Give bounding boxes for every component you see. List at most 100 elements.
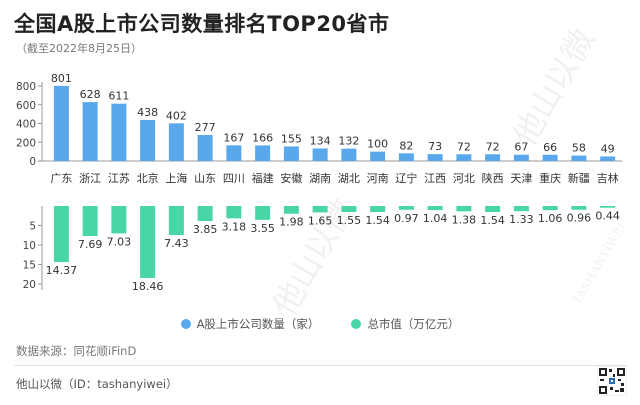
data-label-market-cap: 7.03 [107, 235, 132, 248]
data-label-company-count: 67 [514, 141, 528, 154]
bar-company-count [82, 102, 98, 161]
data-label-company-count: 58 [572, 142, 586, 155]
x-category-label: 吉林 [597, 171, 619, 185]
data-label-market-cap: 1.06 [538, 212, 563, 225]
legend-label-count: A股上市公司数量（家） [196, 317, 320, 331]
bar-company-count [513, 154, 529, 161]
data-label-company-count: 100 [367, 138, 388, 151]
x-category-label: 广东 [50, 172, 72, 185]
chart-title: 全国A股上市公司数量排名TOP20省市 [14, 12, 390, 36]
x-category-label: 河北 [453, 172, 475, 185]
data-label-company-count: 611 [108, 90, 129, 103]
data-label-market-cap: 1.65 [308, 214, 333, 227]
bar-market-cap [53, 206, 69, 263]
legend-item-marketcap[interactable]: 总市值（万亿元） [351, 316, 459, 332]
y-tick-label-top: 0 [29, 156, 36, 168]
bar-company-count [53, 85, 69, 161]
data-label-market-cap: 3.85 [193, 223, 218, 236]
data-label-company-count: 72 [457, 140, 471, 153]
x-category-label: 福建 [252, 171, 274, 185]
data-label-company-count: 438 [137, 106, 158, 119]
data-label-company-count: 801 [51, 72, 72, 85]
legend-swatch-marketcap [351, 319, 362, 329]
bar-company-count [456, 154, 472, 161]
x-category-label: 新疆 [568, 171, 590, 185]
bar-company-count [197, 135, 213, 161]
x-category-label: 安徽 [280, 171, 302, 185]
data-label-company-count: 402 [166, 109, 187, 122]
y-tick-label-bottom: 20 [23, 279, 36, 291]
x-category-label: 浙江 [79, 172, 101, 185]
x-category-label: 湖北 [338, 172, 360, 185]
x-category-label: 重庆 [539, 171, 561, 185]
data-label-market-cap: 7.69 [78, 238, 103, 251]
y-tick-label-top: 400 [16, 119, 36, 131]
bar-company-count [370, 151, 386, 161]
bar-company-count [168, 123, 184, 161]
y-tick-label-bottom: 15 [23, 260, 36, 272]
data-label-market-cap: 0.96 [567, 212, 592, 225]
x-category-label: 陕西 [482, 171, 504, 185]
data-label-company-count: 73 [428, 140, 442, 153]
qr-code-icon [597, 366, 627, 396]
data-label-market-cap: 0.44 [595, 210, 620, 223]
bar-company-count [427, 154, 443, 161]
bar-company-count [283, 146, 299, 161]
bar-company-count [542, 154, 558, 161]
x-category-label: 上海 [165, 171, 187, 185]
data-label-market-cap: 7.43 [164, 237, 189, 250]
bar-market-cap [542, 206, 558, 211]
data-label-company-count: 66 [543, 141, 557, 154]
data-label-company-count: 132 [338, 135, 359, 148]
data-label-company-count: 134 [310, 134, 331, 147]
data-label-market-cap: 3.18 [222, 220, 247, 233]
data-label-market-cap: 1.54 [365, 214, 390, 227]
data-label-market-cap: 1.54 [480, 214, 505, 227]
data-label-company-count: 628 [80, 88, 101, 101]
x-category-label: 湖南 [309, 172, 331, 185]
data-label-market-cap: 1.98 [279, 216, 304, 229]
legend-item-count[interactable]: A股上市公司数量（家） [180, 316, 320, 332]
bar-company-count [341, 148, 357, 161]
legend-label-marketcap: 总市值（万亿元） [367, 317, 460, 331]
data-label-company-count: 72 [486, 140, 500, 153]
data-label-company-count: 82 [399, 139, 413, 152]
data-label-market-cap: 3.55 [250, 222, 275, 235]
data-label-market-cap: 14.37 [46, 264, 78, 277]
bar-company-count [398, 153, 414, 161]
y-tick-label-top: 800 [16, 81, 36, 93]
bar-market-cap [312, 206, 328, 213]
data-label-market-cap: 0.97 [394, 212, 419, 225]
chart-legend: A股上市公司数量（家） 总市值（万亿元） [0, 316, 640, 332]
x-category-label: 江苏 [108, 172, 130, 185]
bar-market-cap [600, 206, 616, 208]
data-label-market-cap: 1.38 [452, 213, 477, 226]
bar-market-cap [571, 206, 587, 210]
bar-market-cap [140, 206, 156, 278]
bar-company-count [571, 155, 587, 161]
data-source-note: 数据来源：同花顺iFinD [16, 344, 137, 358]
bar-market-cap [456, 206, 472, 212]
bar-market-cap [255, 206, 271, 220]
bar-market-cap [283, 206, 299, 214]
y-tick-label-bottom: 10 [23, 240, 36, 252]
footer-account-id: 他山以微（ID：tashanyiwei） [16, 377, 178, 391]
footer-divider [14, 365, 626, 366]
data-label-company-count: 155 [281, 132, 302, 145]
bar-market-cap [226, 206, 242, 219]
x-category-label: 天津 [510, 172, 532, 185]
bar-market-cap [513, 206, 529, 212]
y-tick-label-bottom: 5 [29, 221, 36, 233]
bar-company-count [600, 156, 616, 161]
x-category-label: 四川 [223, 172, 245, 185]
data-label-company-count: 167 [223, 131, 244, 144]
chart-canvas: 0 200 400 600 800 5 10 15 20 801 广东 14.37 628 浙江 7.69 6… [16, 72, 622, 293]
data-label-market-cap: 1.33 [509, 213, 534, 226]
bar-market-cap [168, 206, 184, 235]
data-label-market-cap: 1.55 [337, 214, 362, 227]
bar-company-count [140, 119, 156, 161]
bar-market-cap [427, 206, 443, 211]
x-category-label: 山东 [194, 172, 216, 185]
y-tick-label-top: 600 [16, 100, 36, 112]
x-category-label: 河南 [367, 172, 389, 185]
